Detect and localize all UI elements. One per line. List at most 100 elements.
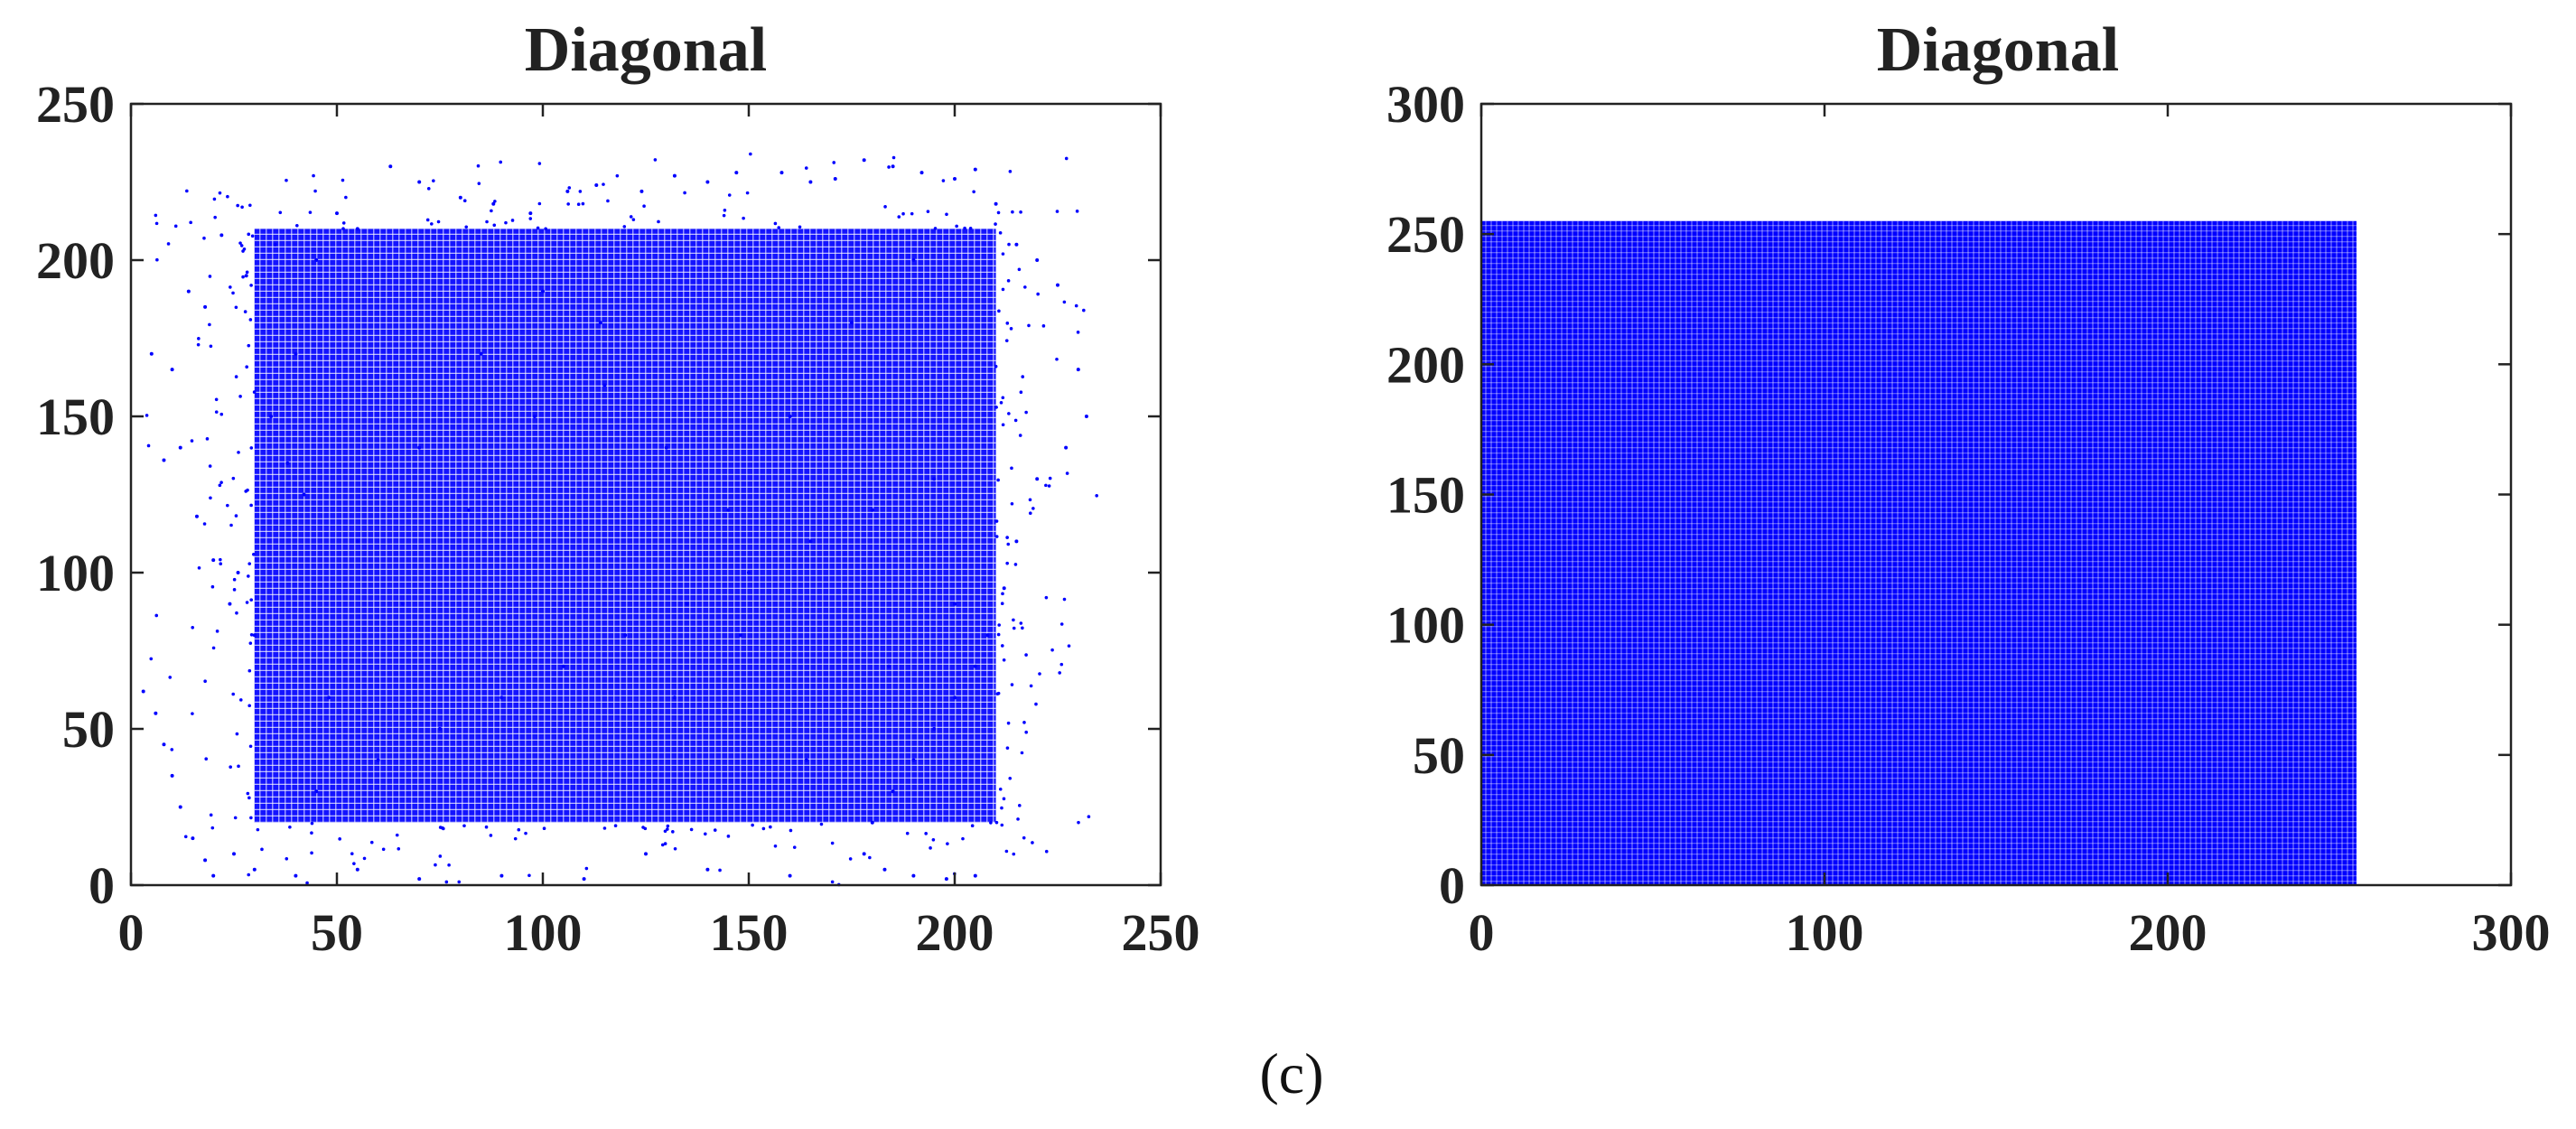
scatter-point (250, 234, 255, 238)
scatter-point (211, 873, 216, 878)
scatter-point (722, 213, 726, 218)
scatter-point (919, 171, 924, 175)
scatter-point (804, 758, 808, 762)
scatter-point (226, 194, 229, 199)
scatter-point (672, 695, 677, 700)
scatter-point (154, 711, 158, 715)
scatter-point (1050, 648, 1054, 652)
scatter-point (1059, 622, 1064, 626)
scatter-point (606, 199, 610, 203)
scatter-point (249, 503, 253, 508)
scatter-point (1019, 621, 1023, 625)
scatter-point (1000, 602, 1004, 605)
scatter-point (653, 158, 658, 162)
scatter-point (944, 877, 948, 882)
scatter-point (166, 242, 171, 246)
scatter-point (247, 796, 251, 800)
scatter-point (1021, 375, 1025, 378)
scatter-point (231, 291, 235, 295)
scatter-point (215, 630, 219, 633)
scatter-point (197, 337, 201, 341)
scatter-point (285, 856, 289, 861)
scatter-point (537, 162, 542, 165)
scatter-point (1035, 258, 1040, 262)
scatter-point (426, 187, 431, 191)
scatter-point (242, 247, 247, 251)
scatter-point (769, 825, 772, 829)
scatter-point (485, 219, 489, 224)
scatter-point (211, 558, 216, 563)
scatter-point (209, 813, 213, 817)
scatter-point (146, 443, 151, 448)
scatter-point (252, 552, 256, 556)
scatter-point (457, 880, 462, 884)
scatter-point (726, 835, 731, 838)
scatter-point (973, 664, 977, 668)
scatter-point (214, 397, 219, 402)
scatter-point (932, 477, 937, 481)
scatter-point (973, 167, 977, 172)
scatter-point (1058, 671, 1061, 675)
scatter-point (388, 164, 393, 169)
scatter-point (248, 203, 252, 208)
scatter-point (941, 179, 946, 182)
scatter-point (310, 851, 313, 855)
scatter-point (1007, 412, 1011, 415)
scatter-point (685, 602, 689, 606)
scatter-point (1001, 287, 1005, 292)
scatter-point (1038, 672, 1041, 676)
scatter-point (1047, 484, 1051, 488)
scatter-point (430, 222, 434, 226)
scatter-point (945, 212, 948, 217)
scatter-point (561, 664, 565, 668)
scatter-point (788, 415, 792, 418)
scatter-point (994, 535, 999, 538)
scatter-point (602, 383, 607, 387)
scatter-point (528, 211, 533, 216)
scatter-point (170, 368, 174, 372)
scatter-point (247, 343, 251, 348)
scatter-point (565, 189, 570, 193)
scatter-point (484, 825, 489, 829)
scatter-point (285, 461, 290, 465)
scatter-point (832, 161, 836, 164)
scatter-point (997, 623, 1001, 627)
scatter-point (779, 171, 784, 175)
scatter-point (209, 344, 213, 349)
scatter-point (887, 165, 891, 169)
scatter-point (170, 748, 174, 751)
scatter-point (804, 166, 808, 170)
scatter-point (432, 179, 435, 182)
scatter-point (1028, 498, 1032, 502)
scatter-point (602, 182, 605, 186)
scatter-point (232, 852, 236, 856)
scatter-point (1031, 507, 1035, 510)
scatter-point (1004, 849, 1009, 854)
scatter-point (444, 880, 449, 884)
scatter-point (663, 829, 667, 834)
scatter-point (149, 351, 154, 356)
scatter-point (777, 226, 781, 229)
scatter-point (999, 401, 1003, 405)
scatter-point (285, 178, 288, 182)
scatter-point (194, 514, 199, 518)
scatter-point (247, 574, 250, 578)
scatter-point (1000, 823, 1004, 827)
scatter-point (1001, 423, 1005, 427)
scatter-point (237, 451, 240, 454)
scatter-point (248, 318, 253, 322)
scatter-point (910, 211, 914, 216)
y-tick-label: 250 (1386, 205, 1465, 264)
scatter-point (352, 862, 356, 865)
chart-left-axes-box (129, 102, 1162, 887)
scatter-point (808, 180, 813, 184)
scatter-point (249, 632, 254, 637)
scatter-point (789, 828, 793, 833)
scatter-point (1006, 721, 1011, 725)
scatter-point (567, 186, 572, 190)
scatter-point (247, 232, 251, 237)
scatter-point (213, 215, 217, 219)
scatter-point (713, 828, 717, 832)
scatter-point (245, 270, 249, 275)
scatter-point (581, 201, 585, 206)
